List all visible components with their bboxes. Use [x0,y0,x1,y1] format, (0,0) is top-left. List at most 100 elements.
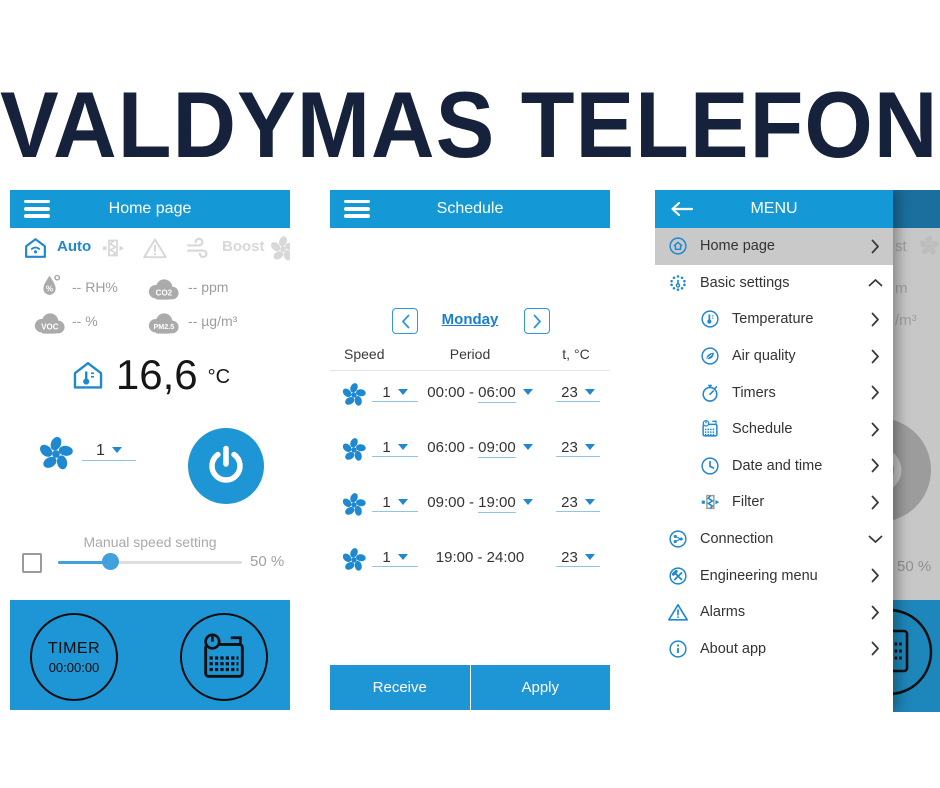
menu-item-connection[interactable]: Connection [655,521,893,558]
leaf-icon [701,347,719,365]
dropdown-arrow-icon [522,389,533,396]
power-button[interactable] [188,428,264,504]
period-start: 09:00 - [427,494,474,511]
menu-item-filter[interactable]: Filter [655,484,893,521]
clock-icon [701,457,719,475]
menu-item-engineering-menu[interactable]: Engineering menu [655,557,893,594]
status-auto-label: Auto [57,238,92,255]
schedule-header-title: Schedule [436,200,504,217]
row-temp-dropdown[interactable]: 23 [556,494,600,512]
dropdown-arrow-icon [522,499,533,506]
menu-hamburger-icon[interactable] [344,200,370,218]
next-day-button[interactable] [524,308,550,334]
dimmed-power-button [893,418,931,522]
calendar-clock-icon [204,633,244,678]
fan-icon [341,436,367,462]
gear-icon [670,275,686,291]
fan-speed-value: 1 [96,442,105,459]
menu-item-label: Home page [700,238,775,255]
dropdown-arrow-icon [584,389,595,396]
timer-button[interactable]: TIMER 00:00:00 [30,613,118,701]
dropdown-arrow-icon [397,554,408,561]
info-icon [669,640,687,658]
col-header-period: Period [449,346,491,362]
schedule-row: 1 19:00 - 24:00 23 [330,533,610,588]
menu-item-timers[interactable]: Timers [655,374,893,411]
chevron-right-icon [871,641,879,656]
dimmed-background-strip: st m /m³ 50 % [893,190,940,712]
menu-item-home-page[interactable]: Home page [655,228,893,265]
menu-item-label: Alarms [700,604,746,621]
filter-icon [701,495,720,510]
chevron-right-icon [871,422,879,437]
manual-speed-label: Manual speed setting [83,534,217,550]
menu-item-label: Filter [732,494,765,511]
row-period-dropdown[interactable]: 06:00 - 09:00 [414,439,546,458]
row-temp-dropdown[interactable]: 23 [556,384,600,402]
menu-header-bar [655,190,893,228]
wind-status-icon [187,237,208,259]
menu-item-temperature[interactable]: Temperature [655,301,893,338]
menu-header-title: MENU [750,200,798,217]
dimmed-header [893,190,940,228]
row-speed-dropdown[interactable]: 1 [372,384,418,402]
row-temp-value: 23 [561,549,578,566]
menu-item-label: Date and time [732,457,823,474]
menu-item-basic-settings[interactable]: Basic settings [655,265,893,302]
menu-hamburger-icon[interactable] [24,200,50,218]
home-panel: Home page Auto Boost % -- RH% CO [10,190,290,710]
menu-item-air-quality[interactable]: Air quality [655,338,893,375]
row-speed-dropdown[interactable]: 1 [372,494,418,512]
chevron-right-icon [871,605,879,620]
fan-speed-dropdown[interactable]: 1 [82,442,136,461]
svg-text:PM2.5: PM2.5 [154,322,175,331]
manual-speed-checkbox[interactable] [22,553,42,573]
row-temp-dropdown[interactable]: 23 [556,439,600,457]
speed-slider-track[interactable] [58,561,242,564]
dimmed-percent-fragment: 50 % [897,558,932,575]
col-header-speed: Speed [344,346,385,362]
row-speed-dropdown[interactable]: 1 [372,439,418,457]
row-speed-value: 1 [382,549,391,566]
schedule-shortcut-button[interactable] [180,613,268,701]
speed-slider-thumb[interactable] [102,553,119,570]
dimmed-boost-fragment: st [895,238,907,255]
row-speed-value: 1 [382,494,391,511]
row-temp-value: 23 [561,439,578,456]
menu-item-alarms[interactable]: Alarms [655,594,893,631]
menu-item-date-and-time[interactable]: Date and time [655,448,893,485]
warning-status-icon [143,238,167,259]
tools-icon [669,567,687,585]
prev-day-button[interactable] [392,308,418,334]
menu-item-label: Timers [732,384,776,401]
menu-item-schedule[interactable]: Schedule [655,411,893,448]
row-period-dropdown[interactable]: 09:00 - 19:00 [414,494,546,513]
row-temp-value: 23 [561,384,578,401]
stopwatch-icon [702,384,718,402]
schedule-panel: Schedule Monday Speed Period t, °C 1 00:… [330,190,610,710]
home-wifi-icon [25,238,46,258]
apply-button[interactable]: Apply [521,679,560,696]
power-icon [202,442,250,490]
menu-item-label: Temperature [732,311,814,328]
timer-label: TIMER [47,639,101,657]
day-link[interactable]: Monday [441,311,499,328]
receive-button[interactable]: Receive [330,665,471,710]
chevron-right-icon [871,458,879,473]
menu-item-about-app[interactable]: About app [655,631,893,668]
share-icon [669,530,687,548]
dimmed-calendar-button-fragment [893,608,933,696]
house-thermometer-icon [73,361,103,389]
dimmed-ugm3-fragment: /m³ [895,312,917,329]
dimmed-fan-icon [917,234,940,256]
dimmed-power-icon [893,438,911,502]
row-period-dropdown[interactable]: 00:00 - 06:00 [414,384,546,403]
chevron-down-icon [868,535,883,543]
menu-item-label: Air quality [732,348,796,365]
row-temp-dropdown[interactable]: 23 [556,549,600,567]
chevron-right-icon [871,495,879,510]
schedule-row: 1 00:00 - 06:00 23 [330,368,610,423]
chevron-right-icon [533,314,541,328]
back-arrow-icon[interactable] [669,201,695,217]
row-speed-dropdown[interactable]: 1 [372,549,418,567]
